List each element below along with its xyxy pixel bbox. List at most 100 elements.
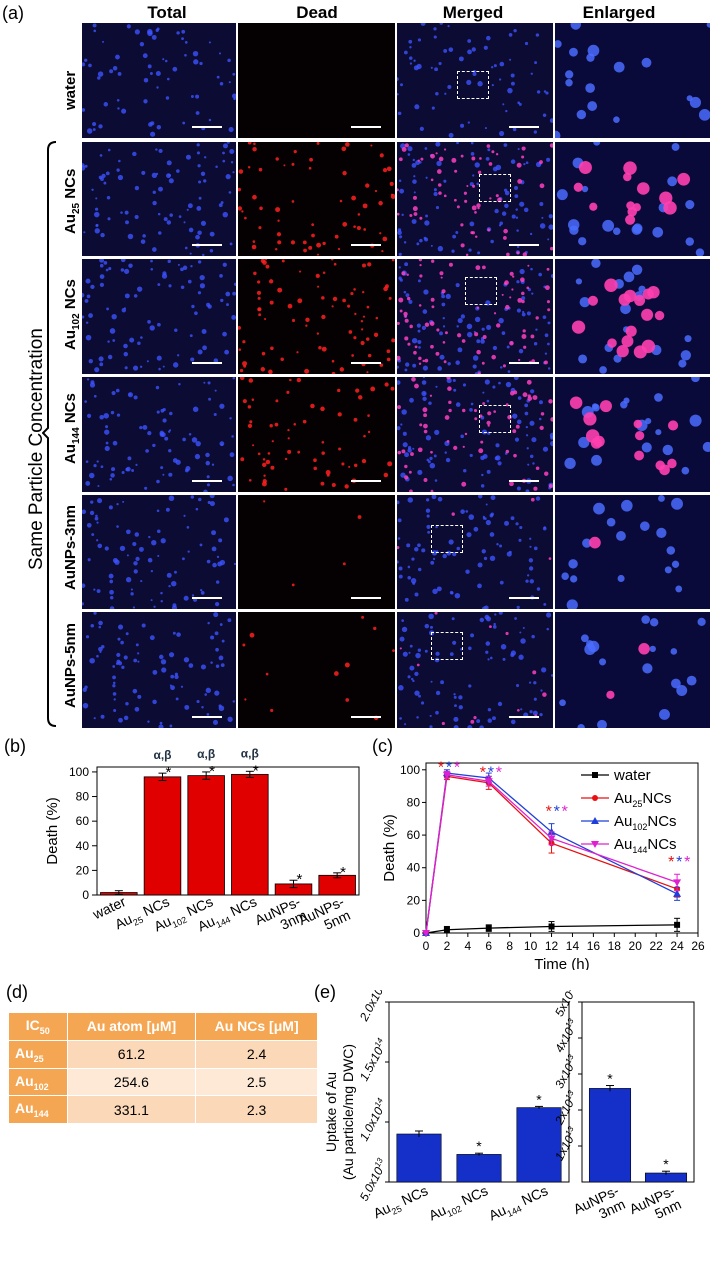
- blue-cell: [489, 555, 496, 562]
- blue-cell: [212, 719, 219, 725]
- blue-cell: [485, 157, 490, 161]
- blue-cell: [160, 591, 163, 595]
- blue-cell: [135, 463, 138, 466]
- blue-cell: [139, 41, 145, 47]
- red-cell: [248, 378, 254, 383]
- red-cell: [258, 313, 262, 317]
- red-cell: [505, 449, 510, 454]
- blue-cell: [656, 527, 667, 538]
- red-cell: [446, 377, 451, 380]
- blue-cell: [533, 341, 538, 346]
- blue-cell: [538, 272, 542, 277]
- red-cell: [277, 219, 280, 222]
- blue-cell: [465, 569, 470, 574]
- red-cell: [337, 247, 341, 251]
- red-cell: [546, 300, 551, 304]
- blue-cell: [462, 383, 467, 387]
- blue-cell: [407, 448, 412, 453]
- red-cell: [387, 461, 393, 467]
- blue-cell: [215, 647, 219, 652]
- blue-cell: [438, 61, 442, 66]
- red-cell: [363, 228, 367, 231]
- blue-cell: [454, 592, 461, 599]
- red-cell: [419, 216, 423, 220]
- micrograph-tile: [397, 142, 553, 256]
- blue-cell: [519, 201, 525, 207]
- micrograph-tile: [82, 612, 236, 728]
- blue-cell: [166, 160, 172, 166]
- blue-cell: [620, 401, 628, 409]
- blue-cell: [134, 532, 140, 537]
- blue-cell: [160, 538, 166, 544]
- blue-cell: [140, 336, 143, 339]
- blue-cell: [127, 456, 132, 461]
- red-cell: [277, 287, 283, 293]
- red-cell: [257, 307, 262, 312]
- blue-cell: [520, 638, 526, 644]
- blue-cell: [97, 498, 103, 504]
- red-cell: [262, 462, 267, 468]
- blue-cell: [430, 560, 435, 565]
- blue-cell: [529, 232, 533, 236]
- blue-cell: [227, 716, 233, 722]
- blue-cell: [169, 724, 173, 728]
- blue-cell: [460, 648, 463, 651]
- blue-cell: [671, 497, 683, 510]
- blue-cell: [133, 294, 138, 298]
- blue-cell: [221, 639, 225, 643]
- panel-a-letter: (a): [2, 3, 24, 23]
- red-cell: [424, 358, 429, 363]
- blue-cell: [481, 549, 486, 554]
- red-cell: [655, 460, 666, 471]
- red-cell: [430, 153, 435, 159]
- blue-cell: [92, 128, 96, 131]
- red-cell: [264, 317, 267, 321]
- red-cell: [418, 259, 423, 262]
- blue-cell: [400, 83, 404, 87]
- red-cell: [532, 670, 537, 675]
- red-cell: [470, 719, 475, 724]
- blue-cell: [424, 649, 428, 653]
- blue-cell: [109, 606, 115, 609]
- blue-cell: [398, 276, 402, 280]
- significance-star: *: [562, 804, 568, 821]
- micrograph-tile: [397, 495, 553, 609]
- blue-cell: [160, 466, 164, 470]
- blue-cell: [200, 664, 206, 670]
- legend-label: Au102NCs: [614, 813, 677, 832]
- red-cell: [353, 463, 358, 468]
- blue-cell: [428, 401, 432, 405]
- blue-cell: [93, 588, 96, 591]
- red-cell: [431, 259, 435, 263]
- red-cell: [289, 378, 292, 382]
- blue-cell: [200, 588, 203, 592]
- red-cell: [517, 297, 523, 303]
- red-cell: [389, 181, 394, 186]
- blue-cell: [178, 383, 181, 386]
- blue-cell: [404, 452, 410, 458]
- blue-cell: [164, 59, 168, 63]
- x-tick-label: 20: [629, 939, 643, 953]
- blue-cell: [531, 437, 537, 443]
- y-tick-label: 60: [407, 828, 421, 842]
- red-cell: [342, 170, 347, 176]
- blue-cell: [96, 654, 99, 658]
- blue-cell: [116, 413, 121, 417]
- blue-cell: [125, 466, 131, 472]
- blue-cell: [156, 172, 159, 175]
- y-tick-label: 2.0x1014: [355, 990, 390, 1024]
- red-cell: [305, 317, 310, 323]
- blue-cell: [485, 641, 491, 646]
- red-cell: [417, 447, 423, 453]
- blue-cell: [424, 623, 430, 629]
- blue-cell: [127, 233, 134, 240]
- blue-cell: [205, 460, 210, 466]
- blue-cell: [437, 245, 444, 252]
- significance-mark: α,β: [153, 748, 171, 762]
- y-tick-label: 5x1013: [551, 990, 581, 1019]
- blue-cell: [210, 635, 215, 640]
- red-cell: [370, 386, 376, 392]
- red-cell: [441, 721, 445, 726]
- blue-cell: [436, 586, 442, 592]
- red-cell: [522, 392, 528, 398]
